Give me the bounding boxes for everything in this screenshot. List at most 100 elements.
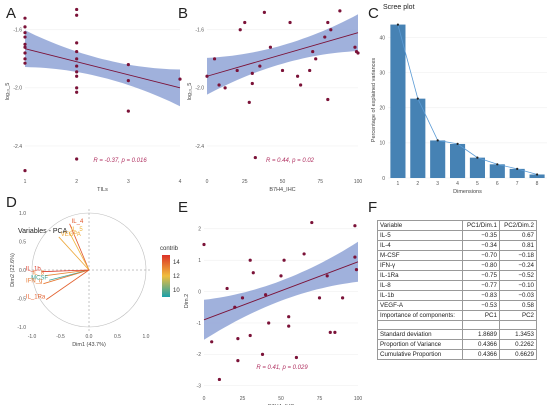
y-tick-label-a: -2.4	[13, 144, 22, 150]
data-point-e	[202, 242, 206, 247]
data-point-a	[75, 86, 79, 90]
scree-bar	[509, 168, 525, 178]
y-tick-label-e: 0	[198, 289, 201, 295]
loading-vector	[69, 223, 90, 271]
y-tick-label-d: 0.5	[19, 239, 26, 245]
data-point-e	[260, 352, 265, 356]
x-tick-label-c: 3	[436, 181, 439, 187]
data-point-a	[75, 41, 79, 45]
data-point-e	[354, 268, 359, 272]
data-point-b	[299, 83, 303, 87]
table-row: Cumulative Proportion 0.4366 0.6629	[377, 349, 538, 360]
data-point-a	[23, 57, 27, 61]
panel-label-a: A	[6, 5, 16, 22]
y-tick-label-a: -1.6	[13, 28, 22, 34]
x-tick-label-b: 50	[280, 179, 286, 185]
correlation-annotation-e: R = 0.41, p = 0.029	[256, 365, 308, 371]
data-point-e	[279, 274, 283, 278]
table-cell: IFN-γ	[377, 260, 463, 271]
data-point-a	[75, 13, 79, 17]
table-cell: −0.75	[461, 270, 500, 281]
data-point-e	[236, 359, 240, 363]
data-point-b	[280, 68, 285, 73]
table-cell: −0.80	[461, 260, 500, 271]
table-cell: −0.24	[498, 260, 538, 271]
data-point-e	[225, 286, 229, 291]
table-cell	[461, 320, 500, 330]
y-axis-label-e: Dim.2	[184, 294, 190, 308]
data-point-b	[247, 100, 251, 104]
x-tick-label-e: 75	[317, 396, 323, 402]
table-cell	[498, 320, 538, 330]
x-axis-label-b: B7H4_IHC	[269, 187, 295, 193]
table-row: IL-1b −0.83 −0.03	[377, 290, 538, 301]
panel-label-c: C	[368, 5, 379, 22]
table-cell: −0.10	[498, 280, 538, 291]
data-point-b	[243, 20, 247, 25]
data-point-a	[23, 35, 27, 39]
loading-label: IL_4	[72, 219, 84, 225]
pca-plot-title: Variables - PCA	[18, 228, 68, 235]
data-point-a	[23, 169, 27, 173]
data-point-b	[338, 9, 342, 13]
x-tick-label-c: 2	[416, 181, 419, 187]
table-cell: −0.53	[461, 300, 500, 311]
table-cell: PC1	[461, 310, 500, 321]
data-point-e	[310, 220, 314, 225]
panel-label-b: B	[178, 5, 188, 22]
table-header-cell: PC1/Dim.1	[461, 220, 500, 231]
panel-label-f: F	[368, 199, 377, 216]
loading-label: VEGFA	[61, 232, 81, 238]
table-cell: −0.77	[461, 280, 500, 291]
data-point-e	[341, 296, 345, 300]
table-cell: −0.35	[461, 230, 500, 241]
table-header-cell: PC2/Dim.2	[498, 220, 538, 231]
loading-label: IFN_g	[26, 279, 42, 285]
y-tick-label-c: 0	[382, 176, 385, 182]
y-axis-label-d: Dim2 (22.6%)	[10, 253, 16, 287]
table-row: IL-5 −0.35 0.67	[377, 230, 538, 241]
table-cell: −0.70	[461, 250, 500, 261]
data-point-a	[126, 79, 130, 83]
table-cell: Proportion of Variance	[377, 339, 463, 350]
y-tick-label-b: -2.0	[195, 86, 204, 92]
y-tick-label-c: 40	[379, 35, 385, 41]
x-tick-label-a: 4	[179, 179, 182, 185]
data-point-b	[353, 45, 357, 49]
table-cell: IL-1Ra	[377, 270, 463, 281]
data-point-a	[23, 51, 27, 55]
scree-bar	[430, 140, 446, 178]
pca-loadings-table: Variable PC1/Dim.1 PC2/Dim.2 IL-5 −0.35 0.…	[377, 220, 538, 360]
loading-vector	[46, 269, 90, 300]
table-cell: −0.52	[498, 270, 538, 281]
data-point-a	[75, 70, 79, 74]
loading-vector	[45, 269, 90, 277]
scree-bar	[469, 157, 485, 178]
x-tick-label-b: 100	[354, 179, 363, 185]
y-tick-label-e: 1	[198, 258, 201, 264]
data-point-e	[264, 293, 268, 297]
data-point-b	[258, 64, 262, 68]
data-point-a	[126, 63, 130, 67]
data-point-a	[23, 25, 27, 29]
y-tick-label-d: 0.0	[19, 268, 26, 274]
y-tick-label-c: 20	[379, 106, 385, 112]
table-cell: 1.8689	[461, 329, 500, 340]
y-tick-label-d: -0.5	[17, 296, 26, 302]
x-tick-label-c: 6	[496, 181, 499, 187]
scree-bar	[529, 174, 545, 178]
data-point-b	[262, 10, 266, 14]
y-tick-label-a: -2.0	[13, 86, 22, 92]
data-point-a	[23, 45, 27, 49]
table-cell: IL-5	[377, 230, 463, 241]
scree-bar	[390, 24, 406, 179]
data-point-a	[178, 77, 182, 81]
data-point-e	[248, 258, 252, 262]
table-spacer-row	[377, 320, 538, 330]
scree-bar	[450, 143, 466, 178]
legend-tick-label: 14	[173, 260, 180, 266]
scree-bar	[410, 98, 426, 178]
legend-tick-label: 12	[173, 274, 180, 280]
table-row: Proportion of Variance 0.4366 0.2262	[377, 339, 538, 350]
